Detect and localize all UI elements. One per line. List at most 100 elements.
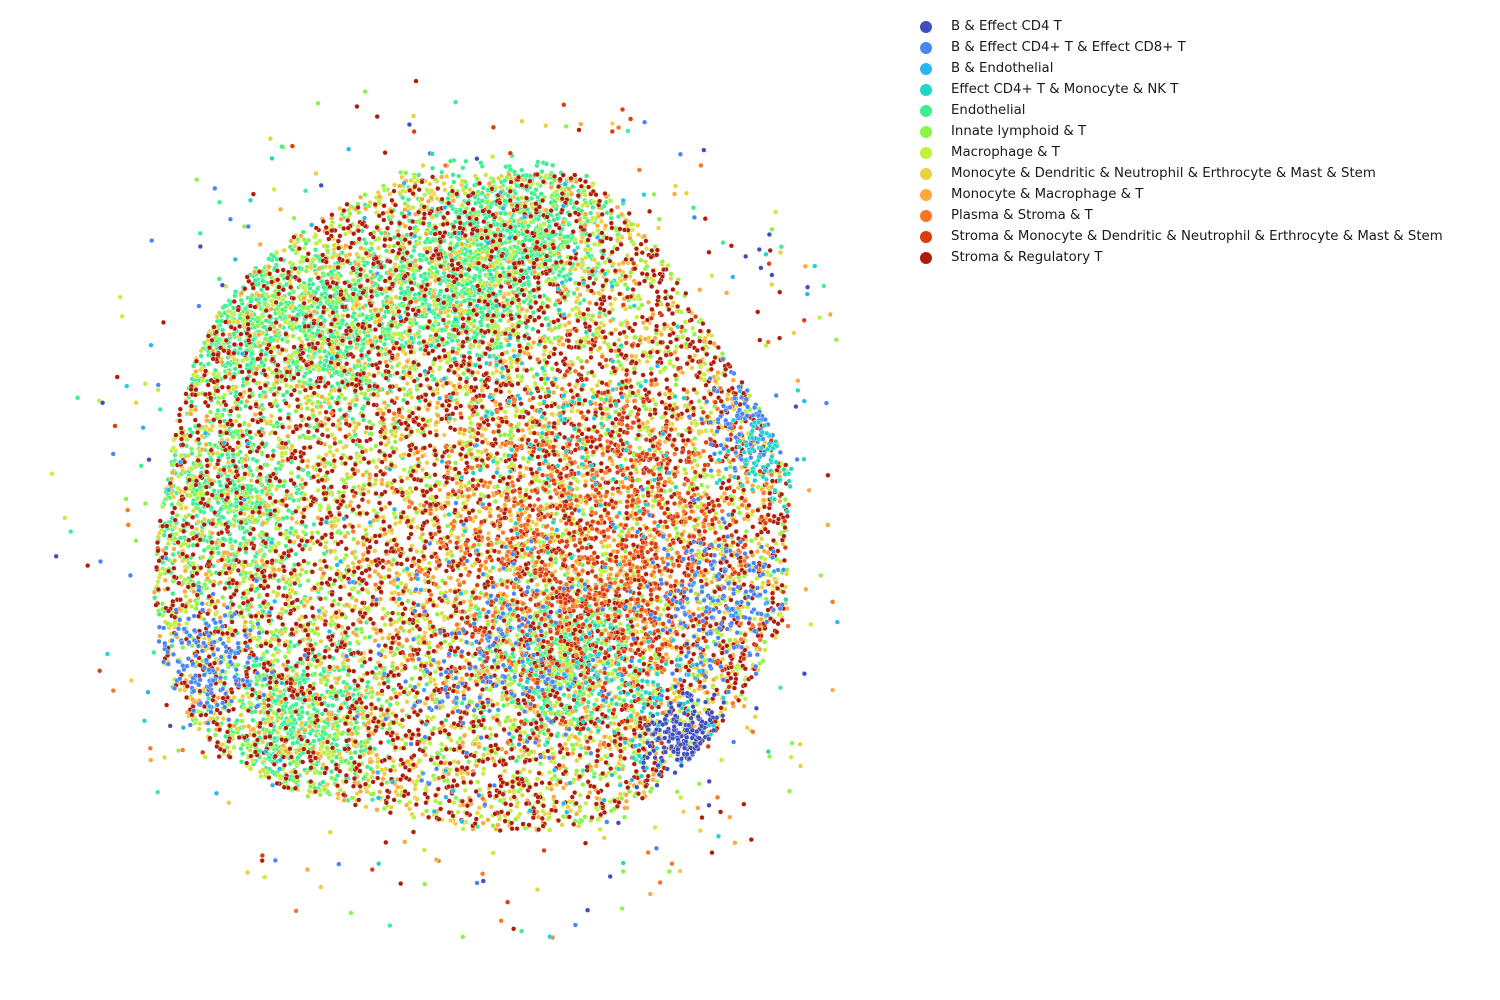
scatter-point bbox=[230, 305, 237, 311]
scatter-point bbox=[305, 458, 311, 464]
scatter-point bbox=[138, 463, 144, 469]
scatter-point bbox=[398, 290, 405, 296]
scatter-point bbox=[538, 191, 544, 197]
scatter-point bbox=[446, 295, 452, 301]
scatter-point bbox=[274, 486, 280, 492]
scatter-point bbox=[386, 739, 392, 745]
scatter-point bbox=[444, 340, 450, 346]
scatter-point bbox=[258, 656, 264, 662]
scatter-point bbox=[161, 532, 167, 538]
scatter-point bbox=[206, 727, 212, 733]
scatter-point bbox=[471, 275, 477, 281]
scatter-point bbox=[240, 751, 246, 757]
scatter-point bbox=[565, 234, 571, 240]
scatter-point bbox=[190, 501, 196, 507]
scatter-point bbox=[358, 347, 364, 354]
scatter-point bbox=[263, 351, 269, 358]
scatter-point bbox=[439, 169, 445, 175]
scatter-point bbox=[477, 656, 483, 662]
scatter-point bbox=[232, 289, 239, 295]
scatter-point bbox=[196, 726, 202, 732]
scatter-point bbox=[695, 606, 702, 612]
scatter-point bbox=[311, 706, 318, 712]
scatter-point bbox=[197, 230, 203, 236]
scatter-point bbox=[329, 769, 335, 775]
scatter-point bbox=[454, 242, 460, 249]
scatter-point bbox=[170, 494, 177, 500]
scatter-point bbox=[478, 242, 484, 248]
scatter-point bbox=[386, 243, 393, 249]
scatter-point bbox=[497, 317, 503, 324]
scatter-point bbox=[531, 689, 537, 695]
scatter-point bbox=[608, 215, 614, 221]
scatter-point bbox=[486, 530, 492, 537]
scatter-point bbox=[457, 255, 463, 261]
scatter-point bbox=[198, 361, 204, 367]
scatter-point bbox=[468, 327, 474, 334]
scatter-point bbox=[430, 288, 436, 294]
scatter-point bbox=[463, 566, 469, 572]
scatter-point bbox=[453, 209, 459, 215]
scatter-point bbox=[372, 334, 378, 340]
scatter-point bbox=[448, 158, 454, 164]
scatter-point bbox=[250, 356, 256, 362]
scatter-point bbox=[441, 432, 447, 438]
scatter-point bbox=[456, 173, 462, 179]
scatter-point bbox=[304, 710, 311, 716]
scatter-point bbox=[477, 610, 483, 616]
scatter-point bbox=[321, 284, 327, 290]
scatter-point bbox=[260, 278, 266, 284]
scatter-point bbox=[621, 697, 627, 704]
scatter-point bbox=[477, 319, 484, 325]
scatter-point bbox=[552, 302, 558, 308]
scatter-point bbox=[340, 317, 346, 324]
scatter-point bbox=[307, 277, 313, 283]
scatter-point bbox=[460, 165, 466, 171]
scatter-point bbox=[458, 456, 465, 462]
scatter-point bbox=[419, 467, 426, 473]
scatter-point bbox=[467, 236, 473, 243]
scatter-point bbox=[216, 550, 222, 556]
scatter-point bbox=[276, 578, 282, 584]
scatter-point bbox=[272, 698, 278, 704]
scatter-point bbox=[266, 256, 272, 262]
scatter-point bbox=[560, 266, 566, 272]
scatter-point bbox=[365, 679, 371, 685]
scatter-point bbox=[195, 519, 202, 525]
scatter-point bbox=[416, 340, 422, 346]
scatter-point bbox=[521, 299, 527, 305]
scatter-point bbox=[234, 717, 240, 724]
scatter-point bbox=[250, 717, 256, 723]
scatter-point bbox=[526, 281, 532, 288]
scatter-point bbox=[243, 403, 249, 409]
scatter-point bbox=[459, 700, 465, 706]
scatter-point bbox=[320, 779, 326, 785]
scatter-point bbox=[363, 240, 369, 246]
scatter-point bbox=[352, 749, 358, 756]
scatter-point bbox=[463, 158, 469, 164]
scatter-point bbox=[369, 797, 376, 803]
scatter-point bbox=[518, 195, 525, 201]
scatter-point bbox=[260, 739, 266, 745]
scatter-point bbox=[554, 733, 560, 739]
scatter-point bbox=[216, 276, 222, 282]
scatter-point bbox=[311, 738, 317, 744]
scatter-point bbox=[172, 452, 178, 458]
scatter-point bbox=[328, 269, 334, 275]
scatter-point bbox=[694, 462, 700, 469]
scatter-point bbox=[304, 770, 310, 776]
scatter-point bbox=[205, 361, 212, 367]
scatter-point bbox=[417, 257, 423, 263]
scatter-point bbox=[300, 672, 306, 678]
scatter-point bbox=[344, 344, 350, 351]
scatter-point bbox=[381, 341, 388, 347]
scatter-point bbox=[222, 675, 228, 681]
scatter-point bbox=[301, 677, 307, 683]
scatter-point bbox=[281, 247, 287, 254]
scatter-point bbox=[297, 582, 303, 589]
scatter-point bbox=[389, 213, 395, 220]
scatter-point bbox=[546, 223, 552, 229]
scatter-point bbox=[521, 281, 527, 287]
scatter-point bbox=[478, 203, 484, 210]
scatter-point bbox=[561, 692, 567, 698]
